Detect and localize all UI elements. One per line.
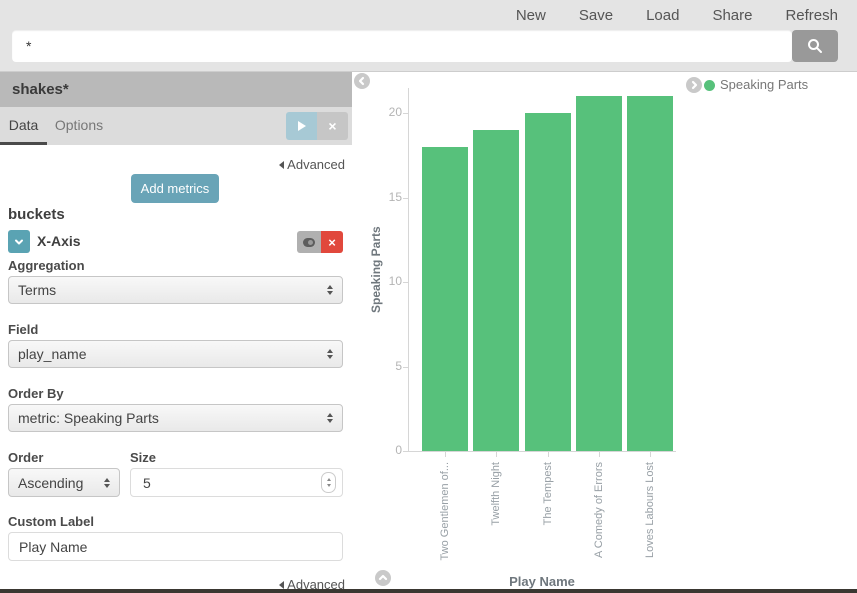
custom-label-input[interactable]	[8, 532, 343, 561]
x-axis-title: Play Name	[509, 574, 575, 589]
bar[interactable]	[575, 96, 622, 451]
advanced-link-bottom[interactable]: Advanced	[279, 577, 345, 592]
aggregation-select[interactable]: Terms	[8, 276, 343, 304]
chevron-right-icon	[689, 80, 699, 90]
field-select[interactable]: play_name	[8, 340, 343, 368]
select-arrows-icon	[327, 349, 333, 359]
chevron-up-icon	[378, 573, 388, 583]
advanced-link-label: Advanced	[287, 577, 345, 592]
discard-changes-button[interactable]: ×	[317, 112, 348, 140]
x-axis-line	[408, 451, 676, 452]
bar[interactable]	[422, 146, 468, 451]
triangle-left-icon	[279, 580, 285, 589]
bar[interactable]	[473, 129, 520, 451]
select-arrows-icon	[104, 477, 110, 488]
x-axis-label: Loves Labours Lost	[644, 462, 657, 559]
order-by-label: Order By	[8, 386, 64, 401]
nav-load[interactable]: Load	[646, 7, 680, 24]
y-tick-mark	[403, 282, 408, 283]
size-label: Size	[130, 450, 157, 465]
add-metrics-button[interactable]: Add metrics	[131, 174, 219, 203]
x-axis-label: Two Gentlemen of...	[439, 462, 451, 561]
x-axis-label: The Tempest	[541, 462, 554, 526]
chevron-left-icon	[357, 76, 367, 86]
x-tick-mark	[598, 451, 600, 457]
toggle-switch-icon	[303, 237, 315, 247]
order-by-select[interactable]: metric: Speaking Parts	[8, 404, 343, 432]
bar[interactable]	[524, 113, 571, 451]
x-axis-label: A Comedy of Errors	[592, 462, 605, 558]
y-tick-label: 20	[388, 105, 402, 119]
x-tick-mark	[496, 451, 498, 457]
play-icon	[297, 121, 306, 131]
collapse-sidebar-button[interactable]	[354, 73, 370, 89]
close-icon: ×	[328, 118, 337, 134]
open-spy-panel-button[interactable]	[375, 570, 391, 586]
nav-new[interactable]: New	[515, 7, 546, 24]
bucket-title: X-Axis	[37, 233, 81, 249]
x-axis-label: Twelfth Night	[490, 462, 503, 526]
close-icon: ×	[328, 234, 336, 250]
collapse-legend-button[interactable]	[686, 77, 702, 93]
y-tick-mark	[403, 451, 408, 452]
tab-data[interactable]: Data	[0, 107, 47, 145]
y-tick-mark	[403, 113, 408, 114]
y-tick-label: 5	[395, 358, 402, 373]
bucket-controls: ×	[297, 231, 343, 253]
select-arrows-icon	[327, 285, 333, 295]
toolbar-menu: New Save Load Share Refresh	[516, 7, 838, 24]
legend-swatch[interactable]	[704, 80, 715, 91]
size-field-wrap	[130, 468, 343, 497]
nav-share[interactable]: Share	[712, 7, 753, 24]
bucket-collapse-button[interactable]	[8, 230, 30, 253]
bar[interactable]	[627, 96, 674, 451]
nav-refresh[interactable]: Refresh	[785, 7, 838, 24]
chevron-down-icon	[14, 237, 24, 247]
legend-entry[interactable]: Speaking Parts	[720, 77, 809, 92]
size-input[interactable]	[141, 473, 321, 492]
nav-save[interactable]: Save	[578, 7, 614, 24]
apply-changes-button[interactable]	[286, 112, 317, 140]
y-axis-title: Speaking Parts	[369, 226, 383, 313]
advanced-link-top[interactable]: Advanced	[279, 157, 345, 172]
query-input[interactable]	[12, 30, 792, 62]
aggregation-value: Terms	[18, 282, 57, 298]
spy-panel-bar	[0, 589, 857, 593]
order-by-value: metric: Speaking Parts	[18, 410, 159, 426]
buckets-heading: buckets	[8, 206, 65, 223]
order-value: Ascending	[18, 474, 84, 491]
order-select[interactable]: Ascending	[8, 468, 120, 497]
y-tick-label: 15	[388, 189, 402, 204]
tab-options[interactable]: Options	[54, 117, 104, 133]
x-tick-mark	[650, 451, 652, 457]
search-button[interactable]	[792, 30, 838, 62]
number-stepper-icon[interactable]	[321, 472, 336, 493]
apply-discard-group: ×	[286, 112, 348, 140]
search-icon	[806, 37, 824, 55]
triangle-left-icon	[279, 160, 285, 169]
field-value: play_name	[18, 346, 87, 362]
remove-bucket-button[interactable]: ×	[321, 231, 343, 253]
y-tick-mark	[403, 197, 408, 199]
advanced-link-label: Advanced	[287, 157, 345, 172]
x-tick-mark	[445, 451, 446, 457]
custom-label-label: Custom Label	[8, 514, 94, 529]
field-label: Field	[8, 322, 39, 337]
y-tick-mark	[403, 366, 408, 368]
y-axis-line	[408, 88, 409, 451]
aggregation-label: Aggregation	[8, 258, 85, 273]
order-label: Order	[8, 450, 44, 465]
select-arrows-icon	[327, 413, 333, 423]
index-pattern-header: shakes*	[0, 72, 352, 107]
x-tick-mark	[547, 451, 549, 457]
y-tick-label: 10	[388, 274, 402, 288]
index-pattern-title: shakes*	[12, 81, 69, 98]
y-tick-label: 0	[395, 443, 402, 457]
disable-bucket-toggle[interactable]	[297, 231, 321, 253]
top-toolbar: New Save Load Share Refresh	[0, 0, 857, 72]
